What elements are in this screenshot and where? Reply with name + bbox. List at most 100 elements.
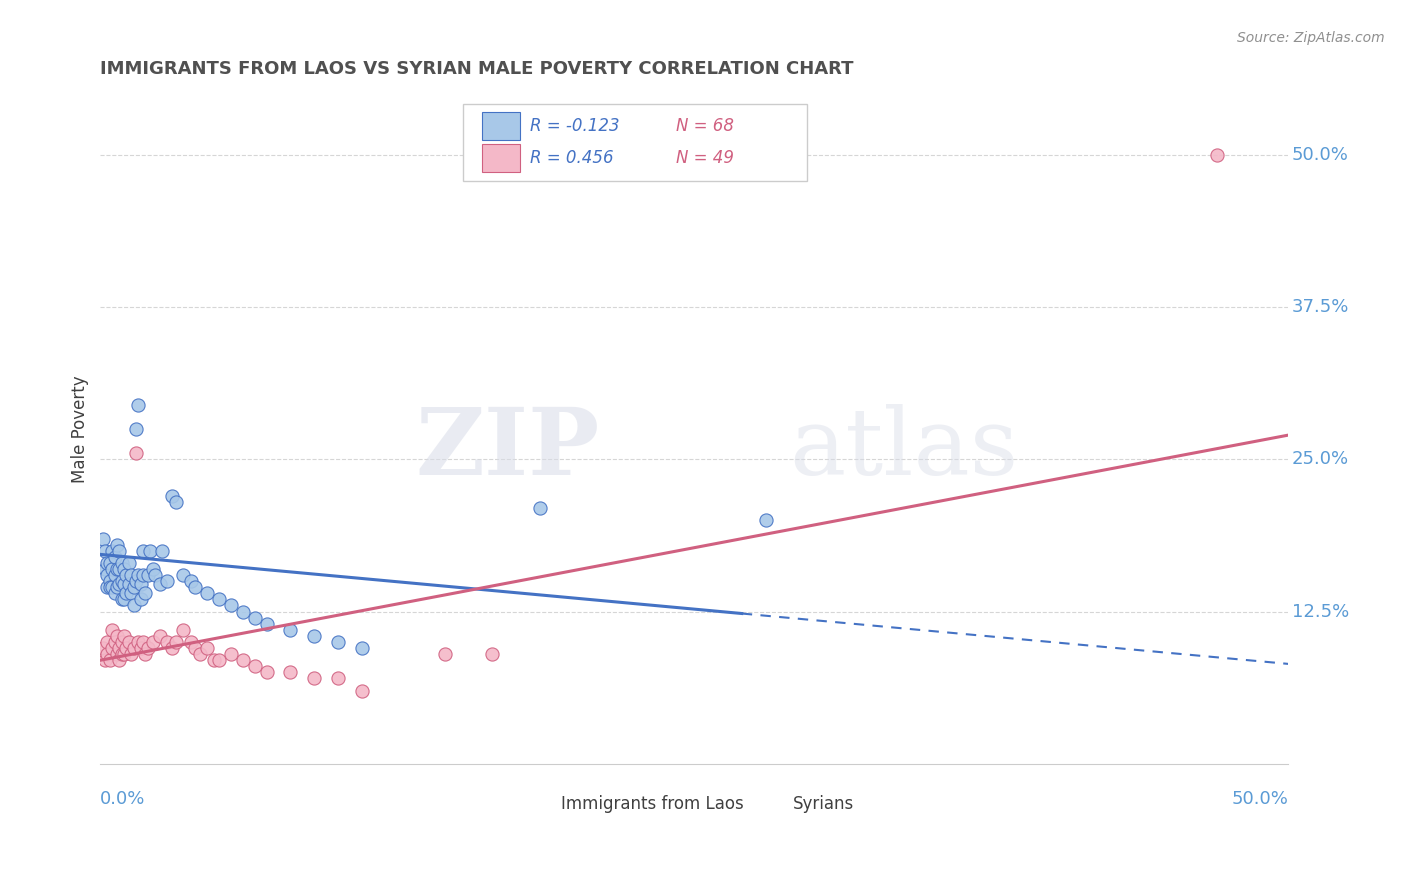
Point (122, 580, 145, 594)
Point (243, 610, 266, 624)
Point (111, 647, 134, 661)
Point (1206, 148, 1229, 162)
Point (188, 647, 211, 661)
Point (302, 672, 325, 686)
Point (232, 653, 254, 667)
Point (184, 641, 207, 656)
Point (112, 592, 135, 607)
Point (132, 635, 155, 649)
Point (108, 641, 131, 656)
Point (94, 653, 117, 667)
Point (134, 647, 156, 661)
Point (160, 641, 183, 656)
Point (112, 576, 135, 591)
Point (101, 562, 124, 576)
Point (111, 574, 134, 589)
Point (302, 629, 325, 643)
Point (165, 635, 187, 649)
Point (108, 576, 131, 591)
FancyBboxPatch shape (482, 144, 520, 172)
Point (96, 556, 118, 570)
Point (108, 543, 131, 558)
Point (120, 568, 142, 582)
Point (115, 568, 138, 582)
Point (481, 647, 503, 661)
Point (134, 586, 156, 600)
Text: ZIP: ZIP (415, 404, 599, 494)
Text: IMMIGRANTS FROM LAOS VS SYRIAN MALE POVERTY CORRELATION CHART: IMMIGRANTS FROM LAOS VS SYRIAN MALE POVE… (100, 60, 853, 78)
Point (96, 635, 118, 649)
Point (112, 562, 135, 576)
Point (108, 653, 131, 667)
Point (115, 641, 138, 656)
Text: 0.0%: 0.0% (100, 790, 146, 808)
Text: R = -0.123: R = -0.123 (530, 117, 620, 135)
Point (108, 562, 131, 576)
Point (118, 635, 141, 649)
Point (104, 568, 127, 582)
Point (202, 653, 225, 667)
Point (98, 574, 121, 589)
Point (219, 647, 242, 661)
Point (433, 647, 456, 661)
Point (256, 616, 278, 631)
Point (118, 576, 141, 591)
Point (105, 629, 128, 643)
Y-axis label: Male Poverty: Male Poverty (72, 376, 89, 483)
Point (326, 635, 349, 649)
Point (165, 495, 187, 509)
Point (143, 568, 166, 582)
Point (350, 683, 373, 698)
Point (127, 398, 149, 412)
Point (111, 635, 134, 649)
Text: atlas: atlas (789, 404, 1018, 494)
Point (101, 580, 124, 594)
Text: N = 68: N = 68 (676, 117, 734, 135)
FancyBboxPatch shape (463, 104, 807, 181)
Point (136, 641, 159, 656)
Text: Syrians: Syrians (793, 796, 853, 814)
FancyBboxPatch shape (758, 795, 787, 814)
Point (129, 641, 152, 656)
Point (122, 641, 145, 656)
Point (280, 665, 302, 680)
Point (105, 538, 128, 552)
Text: 25.0%: 25.0% (1292, 450, 1348, 468)
Text: R = 0.456: R = 0.456 (530, 149, 614, 167)
Text: 37.5%: 37.5% (1292, 298, 1350, 317)
Point (105, 562, 128, 576)
Point (136, 568, 159, 582)
Point (529, 501, 551, 516)
Point (149, 576, 172, 591)
Point (111, 556, 134, 570)
Point (208, 653, 231, 667)
Point (180, 574, 202, 589)
Point (105, 647, 128, 661)
Point (91, 641, 114, 656)
Point (243, 659, 266, 673)
Point (150, 543, 173, 558)
Point (104, 549, 127, 564)
Point (98, 653, 121, 667)
Point (280, 623, 302, 637)
Point (139, 543, 162, 558)
FancyBboxPatch shape (482, 112, 520, 140)
Point (232, 605, 254, 619)
Point (94, 543, 117, 558)
Point (115, 586, 138, 600)
Point (120, 647, 142, 661)
Text: Source: ZipAtlas.com: Source: ZipAtlas.com (1237, 31, 1385, 45)
Point (98, 556, 121, 570)
Point (118, 556, 141, 570)
Point (96, 647, 118, 661)
Point (127, 635, 149, 649)
Point (122, 599, 145, 613)
Point (104, 586, 127, 600)
Point (208, 592, 231, 607)
Point (91, 532, 114, 546)
Point (149, 629, 172, 643)
Point (350, 641, 373, 656)
Point (101, 641, 124, 656)
Point (98, 580, 121, 594)
Point (125, 574, 148, 589)
